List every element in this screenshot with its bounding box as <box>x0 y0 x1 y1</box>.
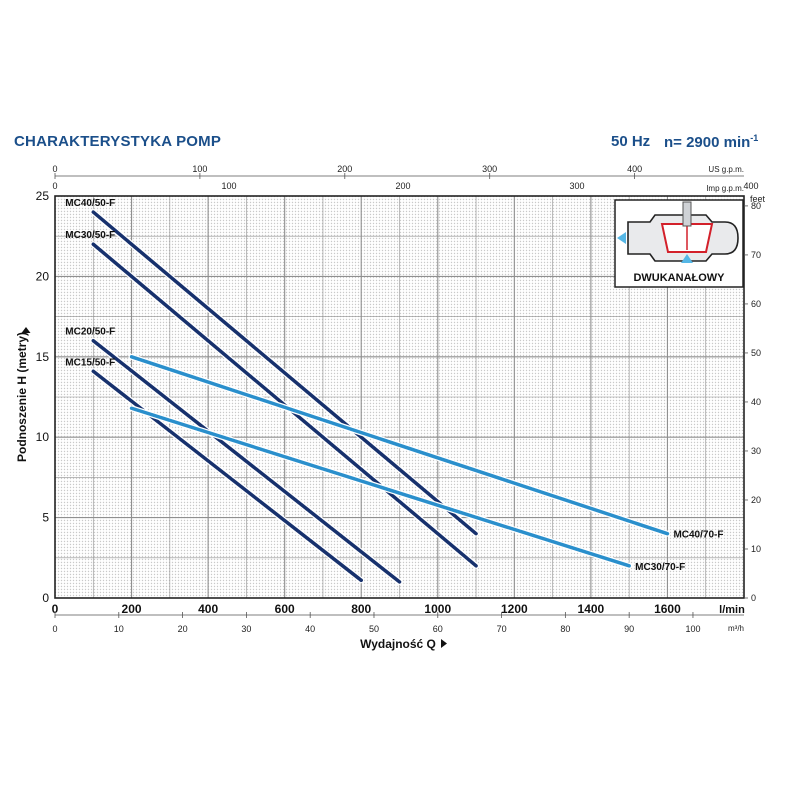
frequency-label: 50 Hz <box>611 133 651 150</box>
imp-gpm-unit-label: Imp g.p.m. <box>706 184 744 193</box>
feet-tick-label: 60 <box>751 299 761 309</box>
series-line <box>129 355 670 536</box>
m3h-tick-label: 20 <box>178 624 188 634</box>
y-tick-label: 15 <box>36 350 50 364</box>
m3h-tick-label: 10 <box>114 624 124 634</box>
imp-gpm-tick-label: 400 <box>744 181 759 191</box>
x-axis-arrow-icon <box>441 639 447 648</box>
m3h-tick-label: 90 <box>624 624 634 634</box>
series-label: MC40/50-F <box>65 198 115 209</box>
feet-tick-label: 30 <box>751 446 761 456</box>
series-line <box>91 338 402 584</box>
series-lines <box>90 209 671 585</box>
x-tick-label: 1000 <box>424 602 451 616</box>
imp-gpm-tick-label: 0 <box>52 181 57 191</box>
series-line <box>129 406 631 568</box>
series-label: MC40/70-F <box>673 530 723 541</box>
us-gpm-tick-label: 0 <box>52 164 57 174</box>
x-axis-title: Wydajność Q <box>360 637 436 651</box>
feet-unit-label: feet <box>750 194 766 204</box>
m3h-tick-label: 0 <box>52 624 57 634</box>
y-tick-label: 20 <box>36 269 50 283</box>
shaft-icon <box>682 201 692 227</box>
inset-label: DWUKANAŁOWY <box>633 272 725 284</box>
m3h-tick-label: 80 <box>560 624 570 634</box>
feet-tick-label: 20 <box>751 495 761 505</box>
x-tick-label: 0 <box>52 602 59 616</box>
x-tick-label: 1600 <box>654 602 681 616</box>
imp-gpm-tick-label: 200 <box>396 181 411 191</box>
inlet-arrow-icon <box>681 254 693 263</box>
feet-tick-label: 0 <box>751 593 756 603</box>
feet-tick-label: 70 <box>751 250 761 260</box>
m3h-tick-label: 60 <box>433 624 443 634</box>
speed-label: n= 2900 min-1 <box>664 133 758 151</box>
series-label: MC15/50-F <box>65 357 115 368</box>
outlet-arrow-icon <box>617 232 626 244</box>
page-title: CHARAKTERYSTYKA POMP <box>14 133 222 150</box>
x-tick-label: 800 <box>351 602 371 616</box>
pump-impeller-inset: DWUKANAŁOWY <box>614 199 744 288</box>
us-gpm-tick-label: 200 <box>337 164 352 174</box>
plot-frame <box>54 195 745 599</box>
series-label: MC30/50-F <box>65 230 115 241</box>
series-label: MC20/50-F <box>65 327 115 338</box>
us-gpm-tick-label: 100 <box>192 164 207 174</box>
x-tick-label: 400 <box>198 602 218 616</box>
x-unit-label: l/min <box>719 604 745 616</box>
m3h-unit-label: m³/h <box>728 624 744 633</box>
x-tick-label: 1200 <box>501 602 528 616</box>
feet-tick-label: 50 <box>751 348 761 358</box>
x-tick-label: 600 <box>275 602 295 616</box>
us-gpm-unit-label: US g.p.m. <box>708 165 744 174</box>
y-tick-label: 0 <box>42 591 49 605</box>
feet-tick-label: 10 <box>751 544 761 554</box>
y-tick-label: 25 <box>36 189 50 203</box>
y-axis-title: Podnoszenie H (metry) <box>15 332 29 462</box>
imp-gpm-tick-label: 100 <box>221 181 236 191</box>
series-labels: MC40/50-F MC30/50-F MC20/50-F MC15/50-F MC40… <box>65 198 723 573</box>
us-gpm-tick-label: 300 <box>482 164 497 174</box>
x-tick-label: 1400 <box>578 602 605 616</box>
m3h-tick-label: 30 <box>241 624 251 634</box>
m3h-tick-label: 100 <box>685 624 700 634</box>
feet-tick-label: 40 <box>751 397 761 407</box>
m3h-tick-label: 50 <box>369 624 379 634</box>
series-line <box>91 369 363 583</box>
us-gpm-tick-label: 400 <box>627 164 642 174</box>
feet-tick-label: 80 <box>751 201 761 211</box>
x-tick-label: 200 <box>122 602 142 616</box>
m3h-tick-label: 70 <box>497 624 507 634</box>
series-label: MC30/70-F <box>635 562 685 573</box>
m3h-tick-label: 40 <box>305 624 315 634</box>
y-tick-label: 5 <box>42 511 49 525</box>
y-axis-arrow-icon <box>21 327 31 333</box>
series-line <box>91 210 478 536</box>
y-tick-label: 10 <box>36 430 50 444</box>
speed-value: n= 2900 min <box>664 134 751 151</box>
imp-gpm-tick-label: 300 <box>570 181 585 191</box>
speed-unit-exponent: -1 <box>750 133 759 143</box>
